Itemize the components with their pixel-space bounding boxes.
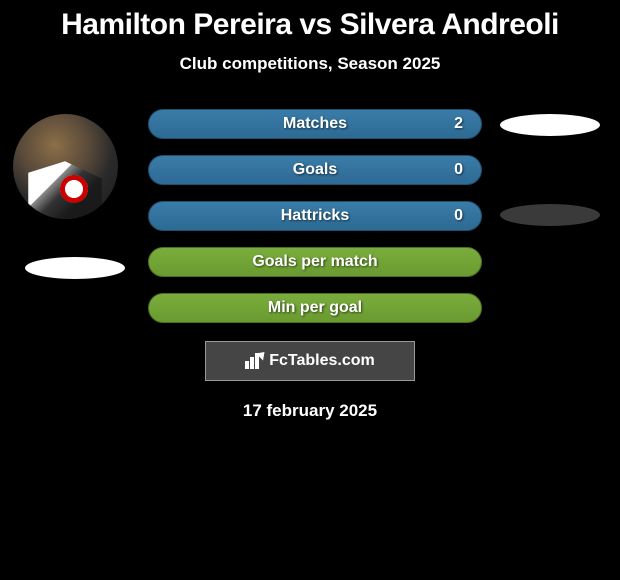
logo-text: FcTables.com	[269, 352, 375, 370]
stat-label: Goals	[293, 161, 337, 179]
vs-separator: vs	[299, 8, 331, 41]
stat-value: 2	[454, 115, 463, 133]
stat-value: 0	[454, 161, 463, 179]
stat-bar-matches: Matches 2	[148, 109, 482, 139]
player-left-column	[10, 109, 140, 279]
date-label: 17 february 2025	[10, 401, 610, 421]
stat-bar-goals: Goals 0	[148, 155, 482, 185]
player-right-column	[490, 109, 610, 226]
stat-bar-hattricks: Hattricks 0	[148, 201, 482, 231]
page-title: Hamilton Pereira vs Silvera Andreoli	[10, 8, 610, 42]
stat-label: Hattricks	[281, 207, 349, 225]
player1-name-pill	[25, 257, 125, 279]
player2-stat-pill-1	[500, 114, 600, 136]
comparison-card: Hamilton Pereira vs Silvera Andreoli Clu…	[0, 0, 620, 429]
stat-label: Min per goal	[268, 299, 362, 317]
stat-label: Matches	[283, 115, 347, 133]
subtitle: Club competitions, Season 2025	[10, 54, 610, 74]
player1-avatar	[13, 114, 118, 219]
player2-stat-pill-2	[500, 204, 600, 226]
stat-bar-min-per-goal: Min per goal	[148, 293, 482, 323]
bar-chart-arrow-icon	[245, 353, 263, 369]
source-logo-box[interactable]: FcTables.com	[205, 341, 415, 381]
stat-value: 0	[454, 207, 463, 225]
stat-bar-goals-per-match: Goals per match	[148, 247, 482, 277]
player2-name: Silvera Andreoli	[340, 8, 559, 41]
stats-column: Matches 2 Goals 0 Hattricks 0 Goals per …	[140, 109, 490, 323]
player1-name: Hamilton Pereira	[61, 8, 291, 41]
main-row: Matches 2 Goals 0 Hattricks 0 Goals per …	[10, 109, 610, 323]
stat-label: Goals per match	[252, 253, 377, 271]
